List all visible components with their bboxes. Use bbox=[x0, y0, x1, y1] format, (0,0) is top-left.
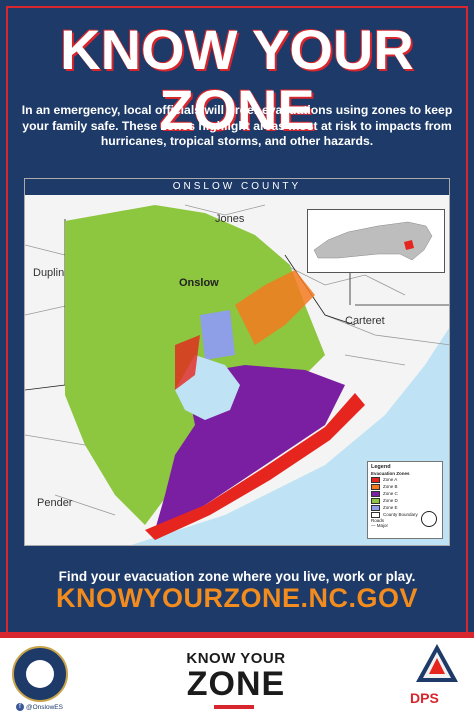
onslow-highlight bbox=[404, 240, 414, 250]
emergency-management-logo bbox=[416, 644, 458, 682]
zone-b-area bbox=[235, 270, 315, 345]
compass-icon bbox=[421, 511, 437, 527]
county-label-duplin: Duplin bbox=[33, 267, 65, 279]
intro-text: In an emergency, local officials will or… bbox=[21, 103, 453, 148]
legend-row-zone-c: Zone C bbox=[371, 490, 439, 497]
nc-state-shape bbox=[313, 221, 433, 261]
legend-row-zone-e: Zone E bbox=[371, 504, 439, 511]
zone-a-area bbox=[145, 393, 365, 540]
evacuation-map: ONSLOW COUNTY bbox=[24, 178, 450, 546]
legend-row-zone-d: Zone D bbox=[371, 497, 439, 504]
legend-road-major: — Major bbox=[371, 523, 389, 528]
legend-zones-heading: Evacuation Zones bbox=[371, 471, 410, 476]
legend-row-zone-b: Zone B bbox=[371, 483, 439, 490]
legend-row-boundary: County Boundary bbox=[371, 511, 439, 518]
know-your-zone-logo-line1: KNOW YOUR bbox=[186, 650, 286, 667]
county-label-carteret: Carteret bbox=[345, 315, 385, 327]
social-handle[interactable]: f @OnslowES bbox=[16, 703, 63, 711]
legend-roads-heading: Roads bbox=[371, 518, 385, 523]
zone-a-river-area bbox=[175, 335, 200, 390]
legend-title: Legend bbox=[371, 464, 391, 470]
logo-accent-bar bbox=[214, 705, 254, 709]
legend-row-zone-a: Zone A bbox=[371, 476, 439, 483]
find-zone-text: Find your evacuation zone where you live… bbox=[58, 569, 416, 584]
map-title: ONSLOW COUNTY bbox=[25, 179, 449, 195]
zone-e-area bbox=[200, 310, 235, 360]
dps-logo: DPS bbox=[410, 690, 439, 706]
website-link[interactable]: KNOWYOURZONE.NC.GOV bbox=[55, 583, 418, 613]
facebook-icon: f bbox=[16, 703, 24, 711]
footer-divider bbox=[0, 632, 474, 638]
map-legend: Legend Evacuation Zones Zone A Zone B Zo… bbox=[367, 461, 443, 539]
county-label-jones: Jones bbox=[215, 213, 245, 225]
nc-locator-graphic bbox=[313, 221, 433, 261]
headline: KNOW YOUR ZONE bbox=[60, 18, 414, 141]
nc-locator-inset bbox=[307, 209, 445, 273]
county-seal-logo bbox=[12, 646, 68, 702]
county-label-onslow: Onslow bbox=[179, 277, 219, 289]
county-label-pender: Pender bbox=[37, 497, 73, 509]
know-your-zone-logo-line2: ZONE bbox=[186, 665, 286, 703]
